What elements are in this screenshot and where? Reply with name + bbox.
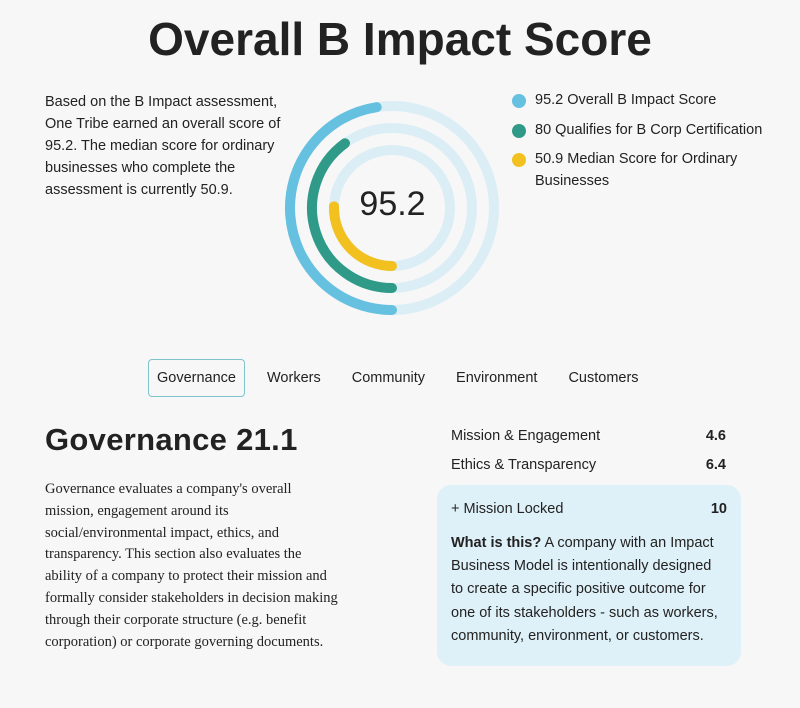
metric-label-ethics-transparency: Ethics & Transparency [451,457,597,473]
section-description: Governance evaluates a company's overall… [45,481,338,650]
legend-item-median: 50.9 Median Score for Ordinary Businesse… [512,149,772,192]
section-title: Governance 21.1 [45,422,298,457]
section-tabs: Governance Workers Community Environment… [148,359,661,397]
tab-workers[interactable]: Workers [267,370,321,386]
mission-locked-value: 10 [710,501,727,517]
metric-row: Mission & Engagement 4.6 [451,425,726,447]
mission-locked-explanation: What is this? A company with an Impact B… [451,532,727,648]
mission-locked-box: + Mission Locked 10 What is this? A comp… [437,485,741,666]
mission-locked-label[interactable]: + Mission Locked [451,501,564,517]
tab-governance[interactable]: Governance [148,359,245,397]
ring-chart-svg [285,101,499,315]
legend-item-overall: 95.2 Overall B Impact Score [512,90,772,112]
legend-label-qualifies: 80 Qualifies for B Corp Certification [535,121,763,138]
metric-value-mission-engagement: 4.6 [705,428,726,444]
what-is-this-heading: What is this? [451,535,542,551]
legend-label-overall: 95.2 Overall B Impact Score [535,92,717,108]
legend-dot-qualifies [512,123,526,138]
legend: 95.2 Overall B Impact Score 80 Qualifies… [512,90,772,200]
ring-bar-median [329,201,397,271]
intro-text: Based on the B Impact assessment, One Tr… [45,94,281,198]
center-score: 95.2 [359,185,426,223]
legend-dot-overall [512,94,526,108]
page-title: Overall B Impact Score [148,13,652,65]
mission-locked-row: + Mission Locked 10 [451,498,727,520]
what-is-this-answer: A company with an Impact Business Model … [451,535,718,644]
metric-value-ethics-transparency: 6.4 [705,457,726,473]
metric-row: Ethics & Transparency 6.4 [451,454,726,476]
metrics-list: Mission & Engagement 4.6 Ethics & Transp… [451,425,726,483]
legend-item-qualifies: 80 Qualifies for B Corp Certification [512,120,772,142]
legend-dot-median [512,153,526,167]
tab-community[interactable]: Community [351,370,426,386]
legend-label-median: 50.9 Median Score for Ordinary Businesse… [535,151,738,189]
score-ring-chart: 95.2 [280,98,510,323]
metric-label-mission-engagement: Mission & Engagement [451,428,601,444]
tab-customers[interactable]: Customers [568,370,639,386]
ring-bar-qualifies [307,138,397,293]
ring-bar-overall [285,102,397,315]
tab-environment[interactable]: Environment [456,370,538,386]
